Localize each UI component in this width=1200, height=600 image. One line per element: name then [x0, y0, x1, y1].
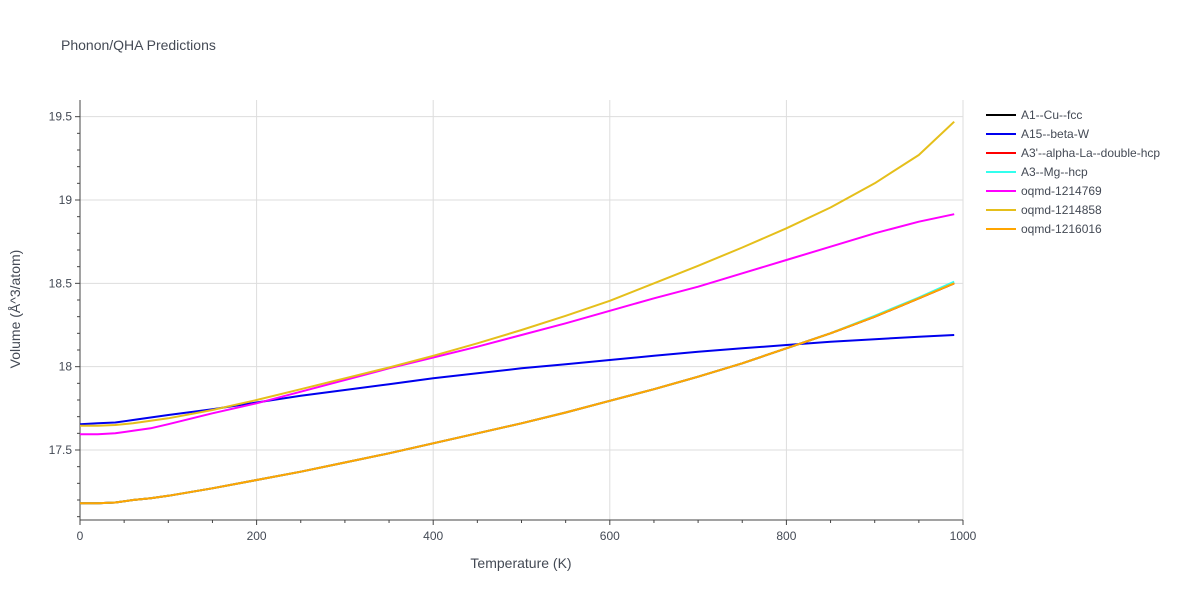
x-axis-title: Temperature (K)	[470, 555, 571, 571]
x-tick-label: 400	[423, 529, 443, 543]
legend-label: A15--beta-W	[1021, 127, 1090, 141]
legend-item[interactable]: A1--Cu--fcc	[986, 108, 1082, 122]
x-tick-label: 1000	[950, 529, 977, 543]
legend-item[interactable]: oqmd-1216016	[986, 222, 1102, 236]
x-tick-label: 800	[776, 529, 796, 543]
legend-item[interactable]: A15--beta-W	[986, 127, 1090, 141]
legend-item[interactable]: A3--Mg--hcp	[986, 165, 1088, 179]
series-line-1	[79, 334, 955, 426]
legend-item[interactable]: oqmd-1214858	[986, 203, 1102, 217]
x-axis-ticks: 0 200 400 600 800 1000	[77, 520, 977, 543]
legend-label: oqmd-1214769	[1021, 184, 1102, 198]
series-line-2	[80, 282, 955, 505]
legend-label: oqmd-1214858	[1021, 203, 1102, 217]
legend-label: A3'--alpha-La--double-hcp	[1021, 146, 1160, 160]
legend-item[interactable]: oqmd-1214769	[986, 184, 1102, 198]
y-axis-ticks: 17.5 18 18.5 19 19.5	[49, 110, 80, 518]
y-tick-label: 18	[59, 360, 73, 374]
y-tick-label: 17.5	[49, 443, 73, 457]
legend-label: oqmd-1216016	[1021, 222, 1102, 236]
grid-lines	[80, 100, 964, 520]
x-tick-label: 200	[247, 529, 267, 543]
x-tick-label: 600	[600, 529, 620, 543]
series-line-3	[80, 280, 955, 505]
legend[interactable]: A1--Cu--fcc A15--beta-W A3'--alpha-La--dou…	[986, 108, 1160, 236]
series-line-6	[80, 282, 955, 505]
x-tick-label: 0	[77, 529, 84, 543]
series-line-0	[80, 282, 955, 505]
series-line-4	[80, 213, 955, 436]
chart-title: Phonon/QHA Predictions	[61, 37, 216, 53]
series-lines	[79, 120, 955, 505]
legend-label: A1--Cu--fcc	[1021, 108, 1082, 122]
legend-label: A3--Mg--hcp	[1021, 165, 1088, 179]
series-line-5	[80, 120, 955, 427]
y-tick-label: 19	[59, 193, 73, 207]
legend-item[interactable]: A3'--alpha-La--double-hcp	[986, 146, 1160, 160]
y-tick-label: 19.5	[49, 110, 73, 124]
axes	[79, 100, 963, 521]
y-tick-label: 18.5	[49, 276, 73, 290]
y-axis-title: Volume (Å^3/atom)	[7, 250, 23, 369]
